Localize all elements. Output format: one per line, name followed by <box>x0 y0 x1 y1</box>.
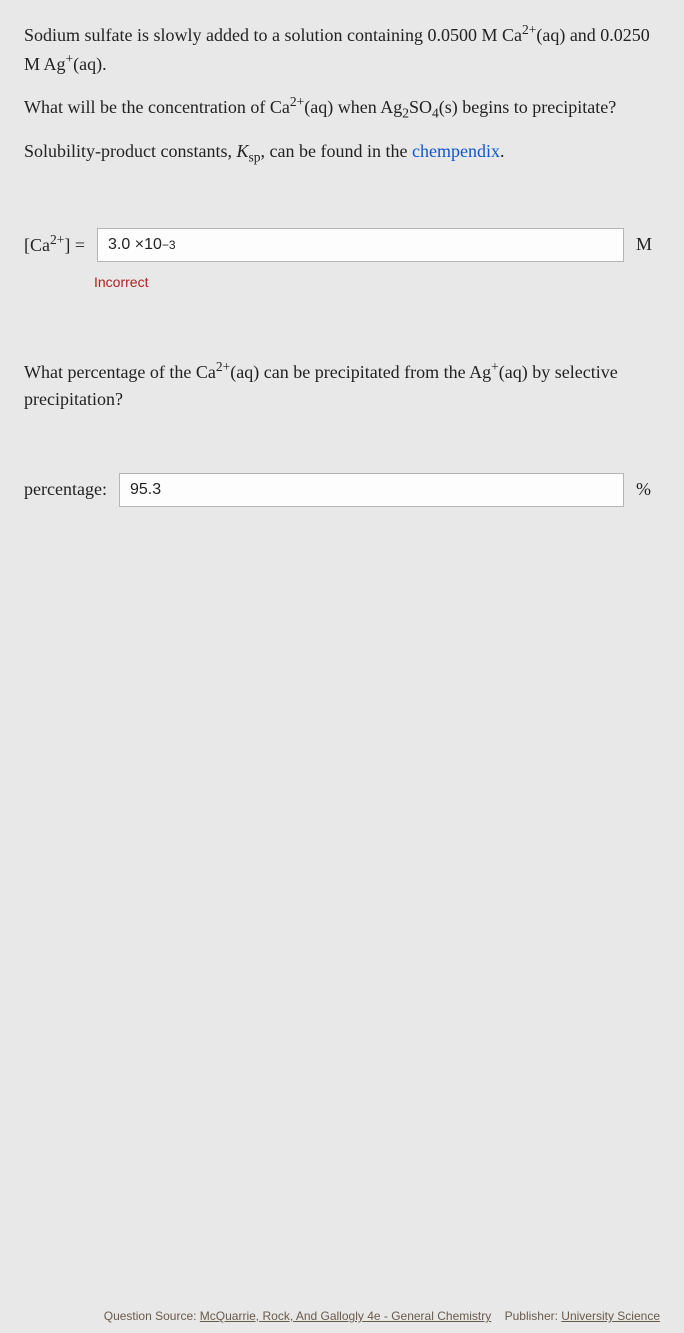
problem-line-2: What will be the concentration of Ca2+(a… <box>24 92 660 124</box>
answer-1-value: 3.0 ×10 <box>108 233 162 257</box>
answer-1-input[interactable]: 3.0 ×10−3 <box>97 228 624 262</box>
answer-1-exp: −3 <box>162 236 176 254</box>
problem-line-1: Sodium sulfate is slowly added to a solu… <box>24 20 660 78</box>
footer-pub-label: Publisher: <box>505 1309 562 1323</box>
answer-2-input[interactable]: 95.3 <box>119 473 624 507</box>
text: (s) begins to precipitate? <box>439 97 616 117</box>
answer-1-label: [Ca2+] = <box>24 230 85 259</box>
text: Solubility-product constants, <box>24 141 236 161</box>
answer-1-row: [Ca2+] = 3.0 ×10−3 M <box>24 228 660 262</box>
answer-2-row: percentage: 95.3 % <box>24 473 660 507</box>
question-2: What percentage of the Ca2+(aq) can be p… <box>24 357 660 413</box>
footer-src-label: Question Source: <box>104 1309 200 1323</box>
text: , can be found in the <box>261 141 412 161</box>
superscript: + <box>491 359 499 374</box>
ksp-k: K <box>236 141 248 161</box>
text: ] = <box>64 235 85 255</box>
answer-2-unit: % <box>636 476 660 503</box>
text: What will be the concentration of Ca <box>24 97 290 117</box>
superscript: 2+ <box>50 232 64 247</box>
answer-2-label: percentage: <box>24 476 107 503</box>
ksp-sp: sp <box>249 149 261 164</box>
superscript: 2+ <box>216 359 230 374</box>
text: SO <box>409 97 432 117</box>
text: (aq) when Ag <box>304 97 402 117</box>
problem-line-3: Solubility-product constants, Ksp, can b… <box>24 138 660 168</box>
subscript: 4 <box>432 106 439 121</box>
chempendix-link[interactable]: chempendix <box>412 141 500 161</box>
footer-pub: University Science <box>561 1309 660 1323</box>
answer-1-feedback: Incorrect <box>94 272 660 293</box>
superscript: 2+ <box>522 22 536 37</box>
text: [Ca <box>24 235 50 255</box>
text: Sodium sulfate is slowly added to a solu… <box>24 25 522 45</box>
superscript: 2+ <box>290 94 304 109</box>
answer-1-unit: M <box>636 231 660 258</box>
footer: Question Source: McQuarrie, Rock, And Ga… <box>104 1307 660 1325</box>
text: What percentage of the Ca <box>24 362 216 382</box>
text: (aq) can be precipitated from the Ag <box>230 362 491 382</box>
text: . <box>500 141 505 161</box>
text: (aq). <box>73 54 106 74</box>
footer-src: McQuarrie, Rock, And Gallogly 4e - Gener… <box>200 1309 491 1323</box>
answer-2-value: 95.3 <box>130 478 161 502</box>
superscript: + <box>66 51 74 66</box>
subscript: 2 <box>402 106 409 121</box>
